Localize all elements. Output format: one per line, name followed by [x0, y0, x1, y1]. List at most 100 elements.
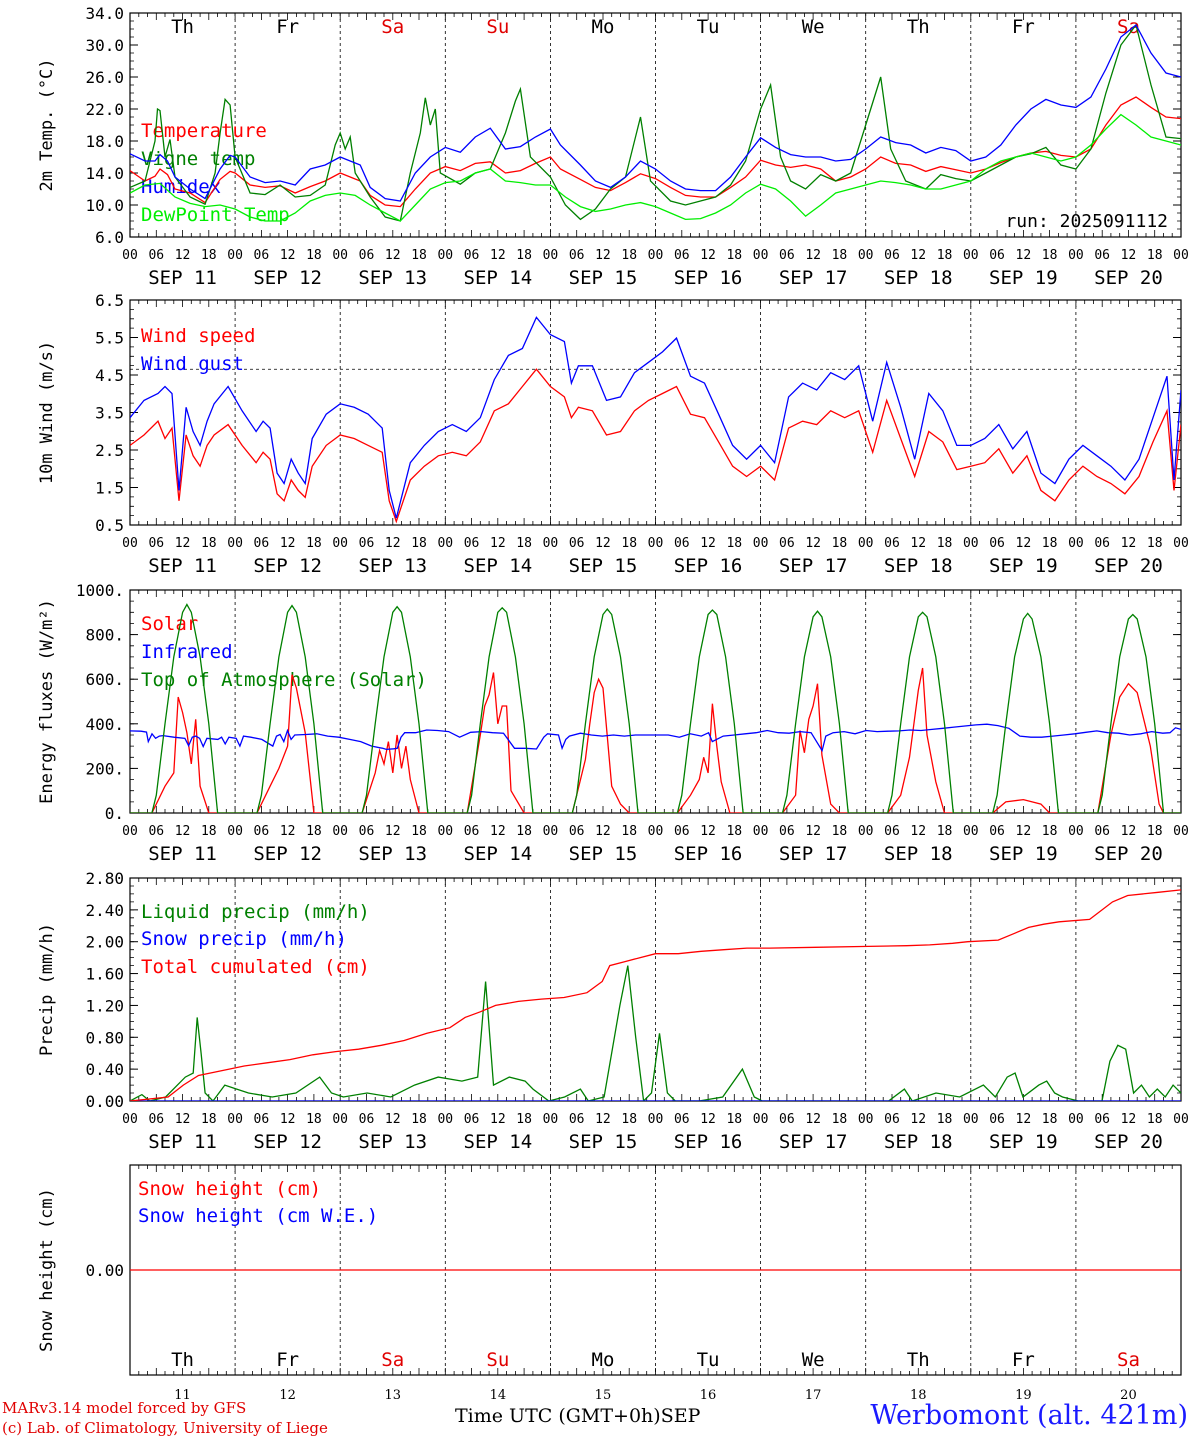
hour-tick-label: 06 [779, 1112, 795, 1127]
hour-tick-label: 00 [753, 536, 769, 551]
date-label: SEP 19 [989, 1131, 1058, 1153]
hour-tick-label: 12 [1121, 536, 1137, 551]
hour-tick-label: 00 [332, 248, 348, 263]
x-ticks [129, 590, 1182, 813]
hour-tick-label: 06 [989, 248, 1005, 263]
station-label: Werbomont (alt. 421m) [870, 1400, 1188, 1431]
y-tick-label: 1.5 [95, 479, 124, 498]
y-tick-label: 14.0 [85, 164, 124, 183]
hour-tick-label: 18 [306, 536, 322, 551]
date-label: SEP 14 [464, 843, 533, 865]
date-label: SEP 13 [358, 267, 427, 289]
day-name: Fr [1012, 16, 1035, 38]
date-label: SEP 18 [884, 267, 953, 289]
hour-tick-label: 18 [1042, 1112, 1058, 1127]
hour-tick-label: 00 [753, 248, 769, 263]
hour-tick-label: 18 [201, 536, 217, 551]
model-credit: MARv3.14 model forced by GFS [2, 1399, 247, 1417]
hour-tick-label: 06 [464, 536, 480, 551]
hour-tick-label: 12 [1016, 824, 1032, 839]
series-line [130, 316, 1181, 519]
y-axis-label: 2m Temp. (°C) [37, 58, 57, 191]
hour-tick-label: 06 [1094, 248, 1110, 263]
hour-tick-label: 12 [700, 248, 716, 263]
legend-entry: Infrared [141, 641, 233, 663]
hour-tick-label: 06 [989, 824, 1005, 839]
legend-entry: Snow height (cm W.E.) [138, 1205, 378, 1227]
hour-tick-label: 12 [1121, 248, 1137, 263]
hour-tick-label: 12 [1016, 1112, 1032, 1127]
hour-tick-label: 00 [227, 824, 243, 839]
y-tick-label: 0.40 [85, 1060, 124, 1079]
hour-tick-label: 18 [516, 536, 532, 551]
hour-tick-label: 12 [595, 536, 611, 551]
legend-entry: Snow precip (mm/h) [141, 928, 347, 950]
hour-tick-label: 00 [858, 248, 874, 263]
legend-entry: Snow height (cm) [138, 1178, 321, 1200]
hour-tick-label: 00 [858, 536, 874, 551]
hour-tick-label: 06 [569, 1112, 585, 1127]
hour-tick-label: 12 [175, 248, 191, 263]
day-name: Mo [592, 1349, 615, 1371]
hour-tick-label: 12 [385, 824, 401, 839]
hour-tick-label: 06 [884, 1112, 900, 1127]
date-label: SEP 11 [148, 555, 217, 577]
hour-tick-label: 18 [516, 1112, 532, 1127]
date-label: SEP 12 [253, 267, 322, 289]
hour-tick-label: 12 [490, 824, 506, 839]
hour-tick-label: 06 [464, 248, 480, 263]
hour-tick-label: 00 [543, 1112, 559, 1127]
day-name: Fr [1012, 1349, 1035, 1371]
y-tick-label: 26.0 [85, 68, 124, 87]
y-tick-label: 1.60 [85, 965, 124, 984]
date-label: SEP 15 [569, 843, 638, 865]
hour-tick-label: 12 [805, 248, 821, 263]
date-label: SEP 13 [358, 1131, 427, 1153]
hour-tick-label: 12 [910, 1112, 926, 1127]
hour-tick-label: 06 [569, 536, 585, 551]
y-axis-label: Energy fluxes (W/m²) [37, 599, 57, 804]
day-name: Fr [276, 1349, 299, 1371]
hour-tick-label: 12 [595, 824, 611, 839]
day-name: Sa [1117, 1349, 1140, 1371]
hour-tick-label: 06 [148, 536, 164, 551]
y-tick-label: 400. [85, 715, 124, 734]
plot-frame [129, 589, 1182, 814]
y-tick-label: 5.5 [95, 329, 124, 348]
date-label: SEP 15 [569, 555, 638, 577]
y-tick-label: 800. [85, 626, 124, 645]
day-name: Sa [381, 1349, 404, 1371]
panel-5: 0.00 Snow height (cm) Snow height (cm) Snow… [37, 1164, 1182, 1403]
y-tick-label: 3.5 [95, 404, 124, 423]
date-label: SEP 17 [779, 267, 848, 289]
x-ticks [129, 1165, 1182, 1375]
legend-entry: Solar [141, 613, 198, 635]
hour-tick-label: 06 [884, 824, 900, 839]
series-line [130, 889, 1181, 1101]
hour-tick-label: 12 [175, 824, 191, 839]
y-tick-label: 0.80 [85, 1028, 124, 1047]
hour-tick-label: 12 [280, 1112, 296, 1127]
hour-tick-label: 12 [1016, 248, 1032, 263]
hour-tick-label: 00 [437, 536, 453, 551]
hour-tick-label: 06 [569, 824, 585, 839]
hour-tick-label: 06 [254, 1112, 270, 1127]
hour-tick-label: 00 [648, 824, 664, 839]
hour-tick-label: 06 [884, 536, 900, 551]
hour-tick-label: 00 [963, 536, 979, 551]
hour-tick-label: 06 [148, 1112, 164, 1127]
hour-tick-label: 00 [122, 248, 138, 263]
y-tick-label: 1000. [76, 581, 124, 600]
hour-tick-label: 00 [122, 824, 138, 839]
hour-tick-label: 18 [621, 824, 637, 839]
day-name: Tu [697, 1349, 720, 1371]
hour-tick-label: 12 [490, 536, 506, 551]
hour-tick-label: 00 [543, 536, 559, 551]
run-annotation: run: 2025091112 [1005, 211, 1168, 232]
hour-tick-label: 00 [1173, 824, 1189, 839]
hour-tick-label: 18 [411, 536, 427, 551]
hour-tick-label: 18 [1042, 248, 1058, 263]
hour-tick-label: 00 [227, 536, 243, 551]
date-label: SEP 17 [779, 555, 848, 577]
hour-tick-label: 12 [910, 536, 926, 551]
